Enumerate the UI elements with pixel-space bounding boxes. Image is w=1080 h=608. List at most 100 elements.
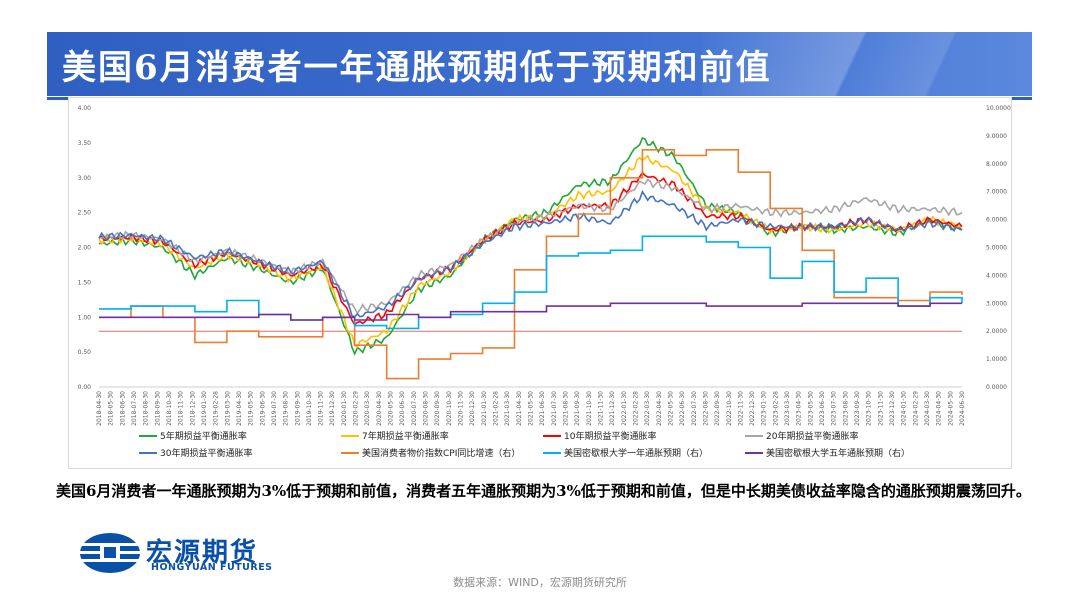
x-axis-tick-label: 2023-11-30 <box>877 391 884 426</box>
x-axis-tick-label: 2019-02-28 <box>213 391 220 426</box>
x-axis-tick-label: 2021-08-30 <box>562 391 569 426</box>
x-axis-tick-label: 2019-11-30 <box>318 391 325 426</box>
right-axis-tick-label: 5.0000 <box>986 245 1007 252</box>
logo-english-name: HONGYUAN FUTURES <box>151 562 273 573</box>
x-axis-tick-label: 2020-03-30 <box>364 391 371 426</box>
x-axis-tick-label: 2023-06-30 <box>819 391 826 426</box>
x-axis-tick-label: 2018-08-30 <box>143 391 150 426</box>
x-axis-tick-label: 2021-05-30 <box>528 391 535 426</box>
x-axis-tick-label: 2020-07-30 <box>411 391 418 426</box>
right-axis-tick-label: 1.0000 <box>986 356 1007 363</box>
x-axis-tick-label: 2024-04-30 <box>936 391 943 426</box>
x-axis-tick-label: 2019-06-30 <box>259 391 266 426</box>
x-axis-tick-label: 2019-10-30 <box>306 391 313 426</box>
x-axis-tick-label: 2019-05-30 <box>248 391 255 426</box>
x-axis-tick-label: 2021-10-30 <box>586 391 593 426</box>
x-axis-tick-label: 2022-06-30 <box>679 391 686 426</box>
left-axis-tick-label: 0.00 <box>78 384 92 391</box>
x-axis-tick-label: 2021-09-30 <box>574 391 581 426</box>
x-axis-tick-label: 2020-10-30 <box>446 391 453 426</box>
left-axis-tick-label: 1.50 <box>78 279 92 286</box>
x-axis-tick-label: 2023-08-30 <box>842 391 849 426</box>
x-axis-tick-label: 2023-05-30 <box>807 391 814 426</box>
x-axis-tick-label: 2023-12-30 <box>889 391 896 426</box>
legend-label: 美国消费者物价指数CPI同比增速（右） <box>362 447 520 459</box>
x-axis-tick-label: 2022-02-28 <box>632 391 639 426</box>
x-axis-tick-label: 2023-03-30 <box>784 391 791 426</box>
left-axis-tick-label: 2.50 <box>78 210 92 217</box>
x-axis-tick-label: 2022-10-30 <box>726 391 733 426</box>
left-axis-tick-label: 3.00 <box>78 175 92 182</box>
x-axis-tick-label: 2023-02-28 <box>772 391 779 426</box>
x-axis-tick-label: 2018-04-30 <box>96 391 103 426</box>
x-axis-tick-label: 2018-05-30 <box>108 391 115 426</box>
x-axis-tick-label: 2024-01-30 <box>901 391 908 426</box>
left-axis-tick-label: 2.00 <box>78 245 92 252</box>
logo-mark <box>78 533 142 573</box>
legend-label: 7年期损益平衡通胀率 <box>362 430 449 442</box>
x-axis-tick-label: 2021-07-30 <box>551 391 558 426</box>
x-axis-tick-label: 2022-12-30 <box>749 391 756 426</box>
x-axis-tick-label: 2019-07-30 <box>271 391 278 426</box>
x-axis-tick-label: 2023-10-30 <box>866 391 873 426</box>
right-axis-tick-label: 6.0000 <box>986 217 1007 224</box>
x-axis-tick-label: 2018-11-30 <box>178 391 185 426</box>
x-axis-tick-label: 2023-04-30 <box>796 391 803 426</box>
x-axis-tick-label: 2022-03-30 <box>644 391 651 426</box>
x-axis-tick-label: 2018-09-30 <box>154 391 161 426</box>
x-axis-tick-label: 2024-02-29 <box>912 391 919 426</box>
right-axis-tick-label: 8.0000 <box>986 161 1007 168</box>
x-axis-tick-label: 2020-12-30 <box>469 391 476 426</box>
x-axis-tick-label: 2024-05-30 <box>947 391 954 426</box>
source-note: 数据来源：WIND，宏源期货研究所 <box>453 576 627 589</box>
x-axis-tick-label: 2023-01-30 <box>761 391 768 426</box>
right-axis-tick-label: 3.0000 <box>986 300 1007 307</box>
x-axis-tick-label: 2024-03-30 <box>924 391 931 426</box>
x-axis-tick-label: 2022-11-30 <box>737 391 744 426</box>
x-axis-tick-label: 2020-09-30 <box>434 391 441 426</box>
series-line <box>98 189 963 318</box>
x-axis-tick-label: 2022-05-30 <box>667 391 674 426</box>
x-axis-tick-label: 2021-02-28 <box>493 391 500 426</box>
right-axis-tick-label: 10.0000 <box>986 105 1011 112</box>
chart-container: 0.00 0.50 1.00 1.50 2.00 2.50 3.00 3.50 4.00 0.00… <box>68 97 1012 469</box>
right-axis-tick-label: 0.0000 <box>986 384 1007 391</box>
x-axis-tick-label: 2020-05-30 <box>388 391 395 426</box>
x-axis-tick-label: 2023-09-30 <box>854 391 861 426</box>
x-axis-tick-label: 2022-01-30 <box>621 391 628 426</box>
x-axis-tick-label: 2019-03-30 <box>224 391 231 426</box>
x-axis-tick-label: 2021-01-30 <box>481 391 488 426</box>
x-axis-tick-label: 2020-01-30 <box>341 391 348 426</box>
legend-label: 20年期损益平衡通胀率 <box>766 430 858 442</box>
x-axis-tick-label: 2020-08-30 <box>423 391 430 426</box>
x-axis-tick-label: 2022-09-30 <box>714 391 721 426</box>
right-axis-tick-label: 4.0000 <box>986 272 1007 279</box>
line-chart: 0.00 0.50 1.00 1.50 2.00 2.50 3.00 3.50 4.00 0.00… <box>78 105 1011 459</box>
x-axis-tick-label: 2021-04-30 <box>516 391 523 426</box>
x-axis-tick-label: 2020-11-30 <box>458 391 465 426</box>
x-axis-tick-label: 2021-06-30 <box>539 391 546 426</box>
left-axis-tick-label: 4.00 <box>78 105 92 112</box>
x-axis-tick-label: 2018-10-30 <box>166 391 173 426</box>
x-axis-tick-label: 2021-12-30 <box>609 391 616 426</box>
x-axis-tick-label: 2019-08-30 <box>283 391 290 426</box>
series-line <box>98 178 963 315</box>
x-axis-tick-label: 2019-12-30 <box>329 391 336 426</box>
right-axis-tick-label: 2.0000 <box>986 328 1007 335</box>
legend-label: 5年期损益平衡通胀率 <box>160 430 247 442</box>
x-axis-tick-label: 2019-09-30 <box>294 391 301 426</box>
x-axis-tick-label: 2019-01-30 <box>201 391 208 426</box>
page-title: 美国6月消费者一年通胀预期低于预期和前值 <box>62 48 772 88</box>
logo-chinese-name: 宏源期货 <box>146 538 259 568</box>
series-line <box>99 235 963 330</box>
x-axis-tick-label: 2019-04-30 <box>236 391 243 426</box>
left-axis-tick-label: 1.00 <box>78 314 92 321</box>
x-axis-tick-label: 2018-12-30 <box>189 391 196 426</box>
x-axis-tick-label: 2018-06-30 <box>119 391 126 426</box>
legend-label: 10年期损益平衡通胀率 <box>564 430 656 442</box>
legend-label: 30年期损益平衡通胀率 <box>160 447 252 459</box>
series-line <box>99 149 963 380</box>
legend-label: 美国密歇根大学五年通胀预期（右） <box>766 447 910 459</box>
x-axis-tick-label: 2024-06-30 <box>959 391 966 426</box>
right-axis-tick-label: 9.0000 <box>986 133 1007 140</box>
